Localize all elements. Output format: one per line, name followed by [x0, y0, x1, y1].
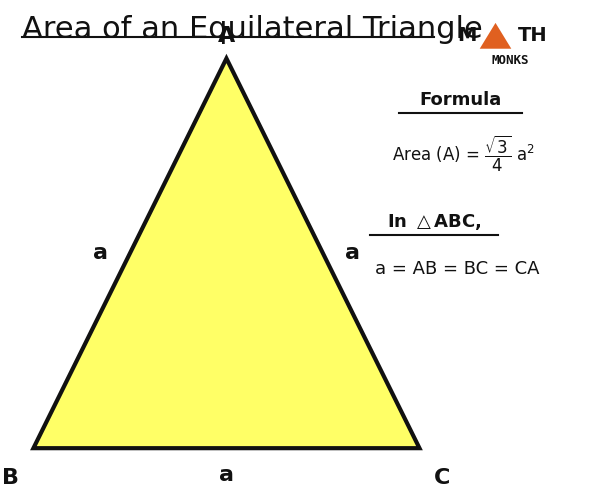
Text: Formula: Formula: [419, 91, 502, 109]
Text: B: B: [2, 468, 19, 488]
Text: TH: TH: [518, 26, 547, 45]
Text: Area (A) = $\dfrac{\sqrt{3}}{4}$ a$^2$: Area (A) = $\dfrac{\sqrt{3}}{4}$ a$^2$: [392, 133, 535, 174]
Text: MONKS: MONKS: [491, 54, 529, 66]
Text: a: a: [93, 244, 108, 263]
Text: a: a: [219, 465, 234, 485]
Polygon shape: [480, 23, 511, 49]
Text: a = AB = BC = CA: a = AB = BC = CA: [375, 260, 540, 278]
Text: M: M: [458, 26, 477, 45]
Text: In $\triangle$ABC,: In $\triangle$ABC,: [387, 212, 481, 232]
Text: a: a: [345, 244, 360, 263]
Text: A: A: [218, 26, 235, 46]
Polygon shape: [34, 59, 419, 448]
Text: Area of an Equilateral Triangle: Area of an Equilateral Triangle: [22, 15, 482, 44]
Text: C: C: [434, 468, 451, 488]
